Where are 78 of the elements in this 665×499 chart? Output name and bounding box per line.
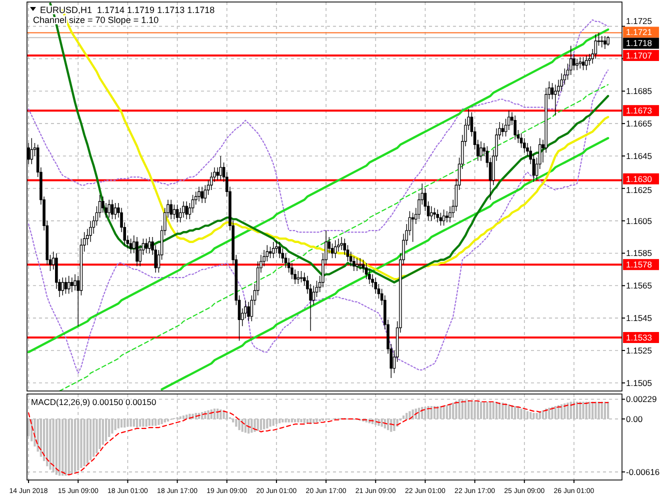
candlestick <box>439 212 442 226</box>
candlestick <box>300 270 303 283</box>
y-tick-label: 1.1585 <box>626 248 652 258</box>
candlestick <box>70 277 74 292</box>
y-tick-label: 0.00229 <box>626 394 657 404</box>
y-tick-label: -0.00616 <box>626 466 660 477</box>
line-series <box>27 28 610 354</box>
line-series <box>28 400 609 476</box>
candlestick <box>411 212 414 242</box>
candlestick <box>480 141 482 162</box>
candlestick <box>520 132 523 148</box>
candlestick <box>433 207 436 220</box>
candlestick <box>144 238 148 254</box>
candlestick <box>604 36 606 50</box>
candlestick <box>296 270 300 284</box>
candlestick <box>148 236 151 254</box>
candlestick <box>374 277 378 294</box>
candlestick <box>89 220 92 242</box>
candlestick <box>266 244 269 262</box>
candlestick <box>108 199 111 218</box>
y-tick-label: 1.1685 <box>626 86 652 96</box>
ref-line-label: 1.1533 <box>626 332 652 342</box>
candlestick <box>30 138 34 164</box>
y-tick-label: 1.1625 <box>626 184 652 195</box>
candlestick <box>272 242 275 258</box>
ref-line-label: 1.1707 <box>626 50 652 60</box>
candlestick <box>606 36 610 46</box>
candlestick <box>102 196 104 214</box>
ref-line-label: 1.1630 <box>626 174 652 184</box>
candlestick <box>268 246 272 258</box>
candlestick <box>358 258 362 270</box>
candlestick <box>176 204 179 223</box>
candlestick <box>522 138 526 154</box>
y-tick-label: 0.00 <box>626 414 643 424</box>
candlestick <box>584 55 588 70</box>
y-tick-label: 1.1505 <box>626 378 652 388</box>
candlestick <box>334 240 337 258</box>
candlestick <box>114 202 117 220</box>
candlestick <box>129 238 132 254</box>
candlestick <box>204 184 207 204</box>
candlestick <box>136 236 138 267</box>
candlestick <box>514 115 516 140</box>
ref-line-label: 1.1721 <box>626 27 652 38</box>
candlestick <box>185 201 188 220</box>
y-tick-label: 1.1665 <box>626 118 652 129</box>
bar <box>408 411 411 419</box>
candlestick <box>436 209 440 223</box>
candlestick <box>64 277 68 294</box>
y-tick-label: 1.1565 <box>626 280 652 291</box>
ref-line-label: 1.1718 <box>626 38 652 48</box>
candlestick <box>61 277 64 296</box>
candlestick <box>110 199 114 220</box>
y-tick-label: 1.1545 <box>626 313 652 324</box>
candlestick <box>578 56 582 69</box>
ref-line-label: 1.1578 <box>626 260 652 270</box>
candlestick <box>219 156 222 181</box>
y-tick-label: 1.1605 <box>626 216 652 226</box>
candlestick <box>170 199 173 220</box>
candlestick <box>200 186 204 204</box>
candlestick <box>198 186 200 202</box>
y-tick-label: 1.1525 <box>626 345 652 356</box>
candlestick <box>67 276 70 294</box>
y-tick-label: 1.1725 <box>626 16 652 26</box>
candlestick <box>594 34 598 60</box>
candlestick <box>356 258 358 272</box>
candlestick <box>442 209 446 226</box>
chart-title: MACD(12,26,9) 0.00150 0.00150 <box>31 397 156 407</box>
candlestick <box>364 262 368 280</box>
y-tick-label: 1.1645 <box>626 150 652 161</box>
candlestick <box>275 240 278 254</box>
candlestick <box>576 58 578 70</box>
candlestick <box>582 56 585 70</box>
candlestick <box>284 252 288 268</box>
candlestick <box>600 36 604 48</box>
line-series <box>160 137 610 390</box>
ref-line-label: 1.1673 <box>626 106 652 116</box>
candlestick <box>430 206 433 222</box>
candlestick <box>554 84 557 116</box>
